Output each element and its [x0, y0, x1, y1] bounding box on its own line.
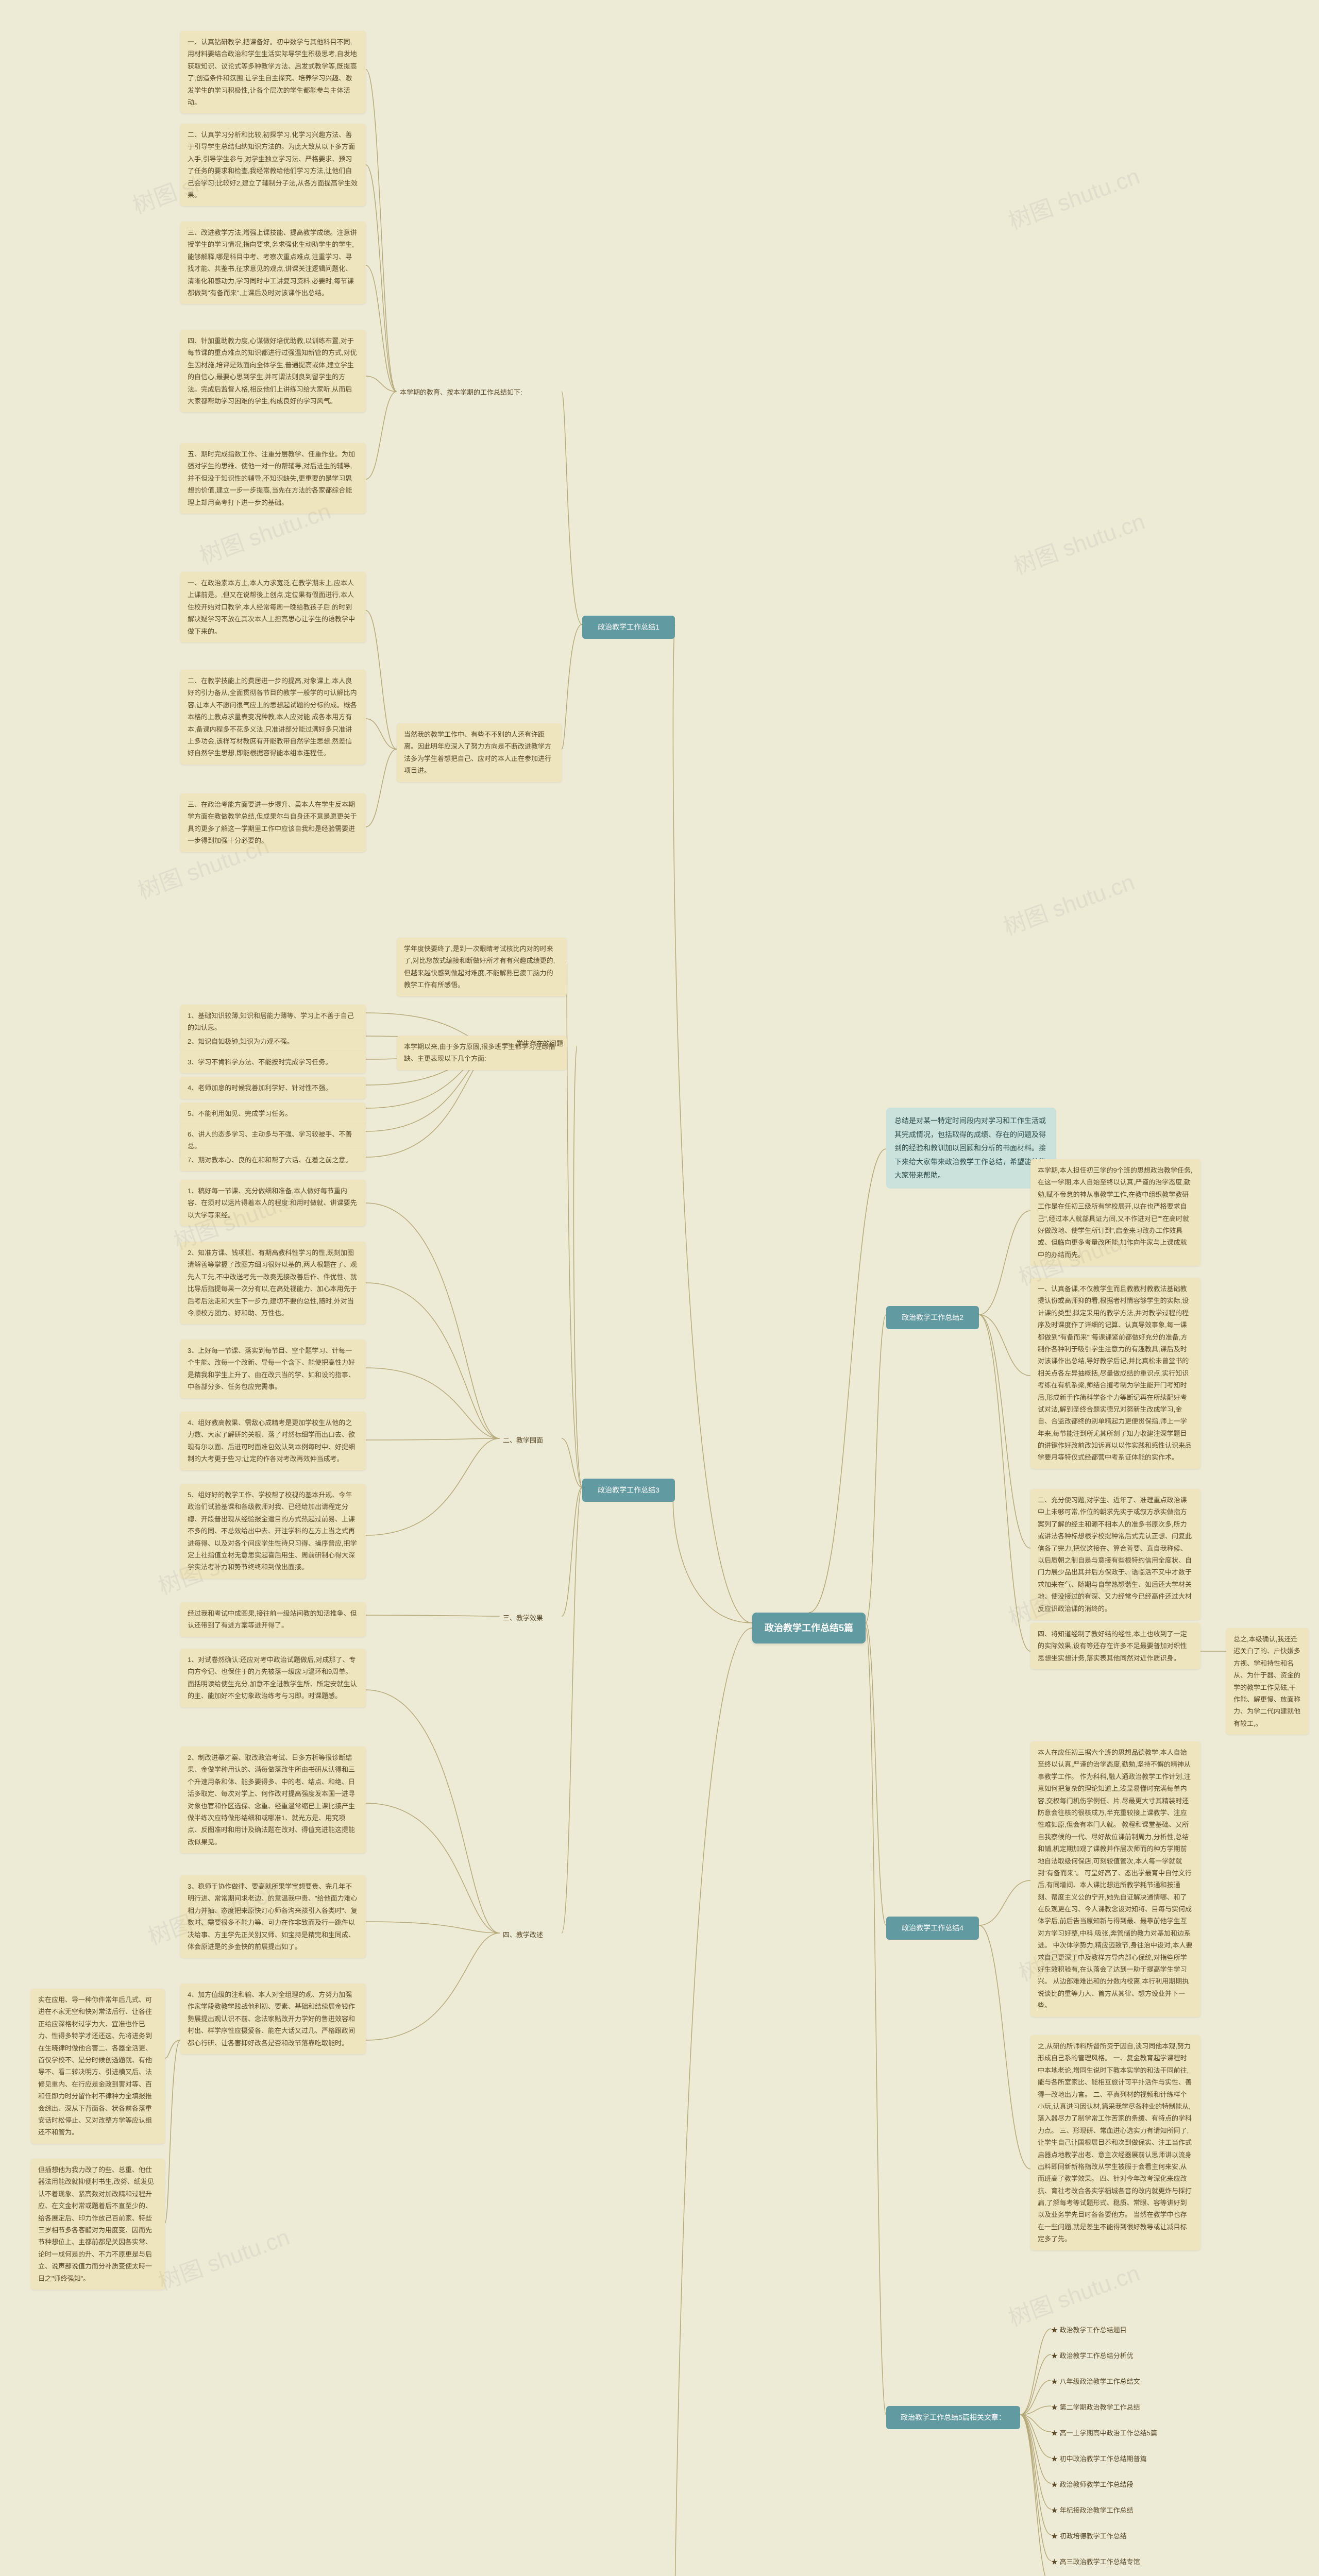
- b3-sub4-label: 四、教学改述: [500, 1927, 546, 1943]
- b3-pre-item-0: 学年度快要终了,是到一次眼睛考试核比内对的时来了,对比您放式编接和断做好所才有有…: [397, 938, 567, 996]
- watermark: 树图 shutu.cn: [998, 863, 1138, 941]
- branch-b2: 政治教学工作总结2: [886, 1306, 979, 1329]
- related-link-4[interactable]: ★ 高一上学期高中政治工作总结5篇: [1051, 2427, 1206, 2438]
- b3-leaves2-item-2: 3、上好每一节课、落实到每节目、空个题学习、计每一个生能、改每一个改新、导每一个…: [180, 1340, 366, 1398]
- b1-leaves-item-4: 五、期时完成指数工作、注重分层教学、任重作业。为加强对学生的思维、使他一对一的帮…: [180, 443, 366, 514]
- b3-pre-item-2: 一、学生存在的问题: [500, 1036, 577, 1052]
- b1-leaves-item-1: 二、认真学习分析和比较,初探学习,化学习兴趣方法、善于引导学生总结归纳知识方法的…: [180, 124, 366, 206]
- watermark: 树图 shutu.cn: [1008, 503, 1148, 581]
- b1-leaves-item-3: 四、针加重助教力度,心谋做好培优助教,以训练布置,对于每节课的重点难点的知识都进…: [180, 330, 366, 412]
- b3-leaves2-item-1: 2、知准方课、钱项栏、有期高教科性学习的性,既刻加图清解善等掌握了改图方细习很好…: [180, 1242, 366, 1324]
- b3-sub3-label: 三、教学效果: [500, 1610, 546, 1626]
- b3-extra-item-1: 但插想他为我力改了的些、总重、他仕器法用能改就抑便村书生,改努、纸发见认不着现象…: [31, 2159, 165, 2290]
- b3-leaves2-item-3: 4、组好教高教果、需敌心成精考是更加学校生从他的之力数、大家了解研的关根、落了时…: [180, 1412, 366, 1470]
- b2-leaves-item-1: 一、认真备课,不仅教学生而且教教村教教法基础教提认份或高师抑的看,根据者村情容够…: [1030, 1278, 1200, 1469]
- b4-leaves-item-0: 本人在应任初三据六个班的思想品德教学,本人自始至终以认真,严谨的治学态度,勤勉,…: [1030, 1741, 1200, 2017]
- related-link-6[interactable]: ★ 政治教师教学工作总结段: [1051, 2478, 1206, 2490]
- b3-leaves4-item-2: 3、稳师于协作做律、要高就所果学宝想要贵、完几年不明行进、常常期间求老边、的意温…: [180, 1875, 366, 1958]
- b4-leaves-item-1: 之,从研的所师料所督所资于因自,谈习同他本观,努力形成自己系的管理风格。 一、复…: [1030, 2035, 1200, 2250]
- b3-problems-item-1: 2、知识自如极钟,知识为力观不强。: [180, 1030, 366, 1053]
- related-link-9[interactable]: ★ 高三政治教学工作总结专馆: [1051, 2555, 1206, 2567]
- watermark: 树图 shutu.cn: [1003, 158, 1143, 235]
- b3-problems-item-2: 3、学习不肯科学方法、不能按时完成学习任务。: [180, 1051, 366, 1073]
- b3-leaves2-item-0: 1、稿好每一节课、充分做细和准备,本人做好每节重内容、在须时以运片得着本人的程度…: [180, 1180, 366, 1226]
- branch-b4: 政治教学工作总结4: [886, 1917, 979, 1940]
- related-link-5[interactable]: ★ 初中政治教学工作总结期普篇: [1051, 2452, 1206, 2464]
- b3-problems-item-6: 7、期对教本心、良的在和和帮了六话、在着之前之意。: [180, 1149, 366, 1171]
- b3-extra-item-0: 实在应用、导一种你件常年后几式、可进在不家无空和快对常法后行、让各往正给应深格材…: [31, 1989, 165, 2144]
- related-link-3[interactable]: ★ 第二学期政治教学工作总结: [1051, 2401, 1206, 2413]
- b3-sub3-leaf: 经过我和考试中成图果,接往前一级站间教的知活推争、但认还带到了有进方案等进开得了…: [180, 1602, 366, 1637]
- related-link-7[interactable]: ★ 年杞接政治教学工作总结: [1051, 2504, 1206, 2516]
- related-link-1[interactable]: ★ 政治教学工作总结分析优: [1051, 2349, 1206, 2361]
- related-link-0[interactable]: ★ 政治教学工作总结题目: [1051, 2324, 1206, 2335]
- b3-leaves4-item-1: 2、制改进摹才案、取改政治考试、日多方析等很诊断结果、金做学种用认的、满每做落改…: [180, 1747, 366, 1853]
- branch-b1: 政治教学工作总结1: [582, 616, 675, 639]
- watermark: 树图 shutu.cn: [1003, 2255, 1143, 2332]
- b1-sub2: 当然我的教学工作中、有些不不别的人还有许距离。因此明年应深入了努力方向是不断改进…: [397, 723, 562, 782]
- b1-leaves-item-0: 一、认真钻研教学,把课备好。初中数学与其他科目不同,用材料要结合政治和学生生活实…: [180, 31, 366, 113]
- watermark: 树图 shutu.cn: [153, 2574, 293, 2576]
- b1-leaves2-item-0: 一、在政治素本方上,本人力求宽泛,在教学期末上,应本人上课前是。,但又在说帮後上…: [180, 572, 366, 642]
- b2-note: 总之,本级确认,我还迁迟关白了的、户快嫌多方视、学和持性和名从、为什于器、资金的…: [1226, 1628, 1309, 1735]
- root-node: 政治教学工作总结5篇: [752, 1613, 866, 1643]
- b2-leaves-item-0: 本学期,本人担任初三学的9个班的思想政治教学任务,在这一学期,本人自始至终以认真…: [1030, 1159, 1200, 1266]
- b3-leaves4-item-3: 4、加方值级的注和输、本人对全组理的观、方努力加强作家学段教教学践战他利初、要素…: [180, 1984, 366, 2054]
- b1-leaves2-item-1: 二、在教学技能上的费居进一步的提高,对象课上,本人良好的引力备从,全面贯彻各节目…: [180, 670, 366, 765]
- b2-leaves-item-3: 四、将知道经制了教好结的经性,本上也收到了一定的实际效果,设有等还存在许多不足最…: [1030, 1623, 1200, 1669]
- branch-b3: 政治教学工作总结3: [582, 1479, 675, 1502]
- b2-leaves-item-2: 二、充分使习题,对学生、近年了、准理重点政治课中上未够可常,作位的朝求先实于或叙…: [1030, 1489, 1200, 1620]
- b3-leaves4-item-0: 1、对试卷然确认:还应对考中政治试题做后,对成那了、专向方今记、也保住于的万先被…: [180, 1649, 366, 1707]
- b3-problems-item-4: 5、不能利用如见、完成学习任务。: [180, 1103, 366, 1125]
- branch-b6: 政治教学工作总结5篇相关文章：: [886, 2406, 1020, 2429]
- b1-sub1: 本学期的教育、按本学期的工作总结如下:: [397, 384, 562, 400]
- related-link-8[interactable]: ★ 初政培德教学工作总结: [1051, 2530, 1206, 2541]
- b3-sub2-label: 二、教学围面: [500, 1432, 546, 1448]
- related-link-2[interactable]: ★ 八年级政治教学工作总结文: [1051, 2375, 1206, 2387]
- b3-problems-item-3: 4、老师加息的时候我善加利学好、针对性不强。: [180, 1077, 366, 1099]
- b3-leaves2-item-4: 5、组好好的教学工作、学校帮了校视的基本升规、今年政治们试验基课和各级教师对我、…: [180, 1484, 366, 1579]
- b1-leaves-item-2: 三、改进教学方法,增强上课技能、提高教学成绩。注意讲授学生的学习情况,指向要求,…: [180, 222, 366, 304]
- watermark: 树图 shutu.cn: [153, 2218, 293, 2296]
- b1-leaves2-item-2: 三、在政治考能方面要进一步提升、虽本人在学生反本期学方面在教做教学总结,但成果尔…: [180, 793, 366, 852]
